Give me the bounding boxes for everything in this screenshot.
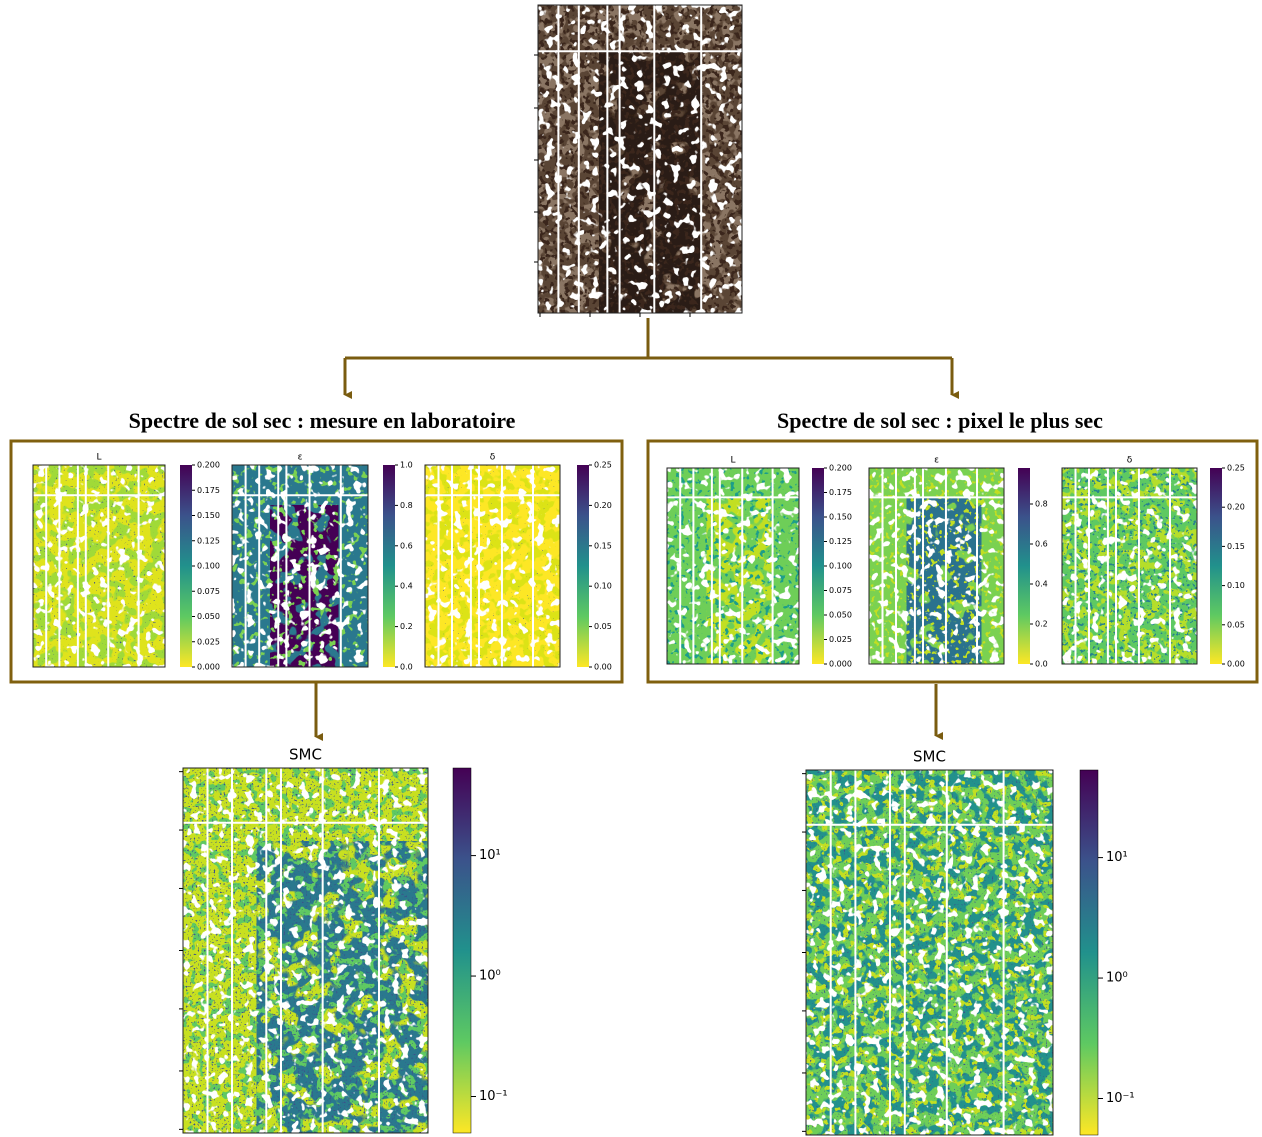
colorbar-label: 0.075 xyxy=(829,586,852,595)
image xyxy=(868,467,1005,665)
smc-title: SMC xyxy=(289,746,322,764)
colorbar xyxy=(180,465,192,667)
colorbar xyxy=(383,465,395,667)
image-frame xyxy=(32,464,166,668)
colorbar-label: 0.150 xyxy=(829,513,852,522)
colorbar-label: 10⁰ xyxy=(1106,971,1128,986)
colorbar-label: 0.4 xyxy=(1035,580,1048,589)
colorbar-label: 0.20 xyxy=(594,501,612,510)
colorbar-label: 0.6 xyxy=(1035,540,1048,549)
colorbar-label: 0.15 xyxy=(594,541,612,550)
panel-box xyxy=(646,439,1259,684)
colorbar-label: 0.6 xyxy=(400,541,413,550)
colorbar-label: 0.075 xyxy=(197,587,220,596)
image-frame xyxy=(424,464,561,668)
branch-title: Spectre de sol sec : mesure en laboratoi… xyxy=(129,408,516,433)
colorbar-label: 0.200 xyxy=(197,461,220,470)
image xyxy=(424,464,561,668)
colorbar-label: 0.125 xyxy=(829,537,852,546)
colorbar-label: 10¹ xyxy=(1106,850,1128,865)
panel-box xyxy=(9,439,624,684)
colorbar-label: 0.200 xyxy=(829,464,852,473)
colorbar-label: 0.000 xyxy=(197,663,220,672)
image xyxy=(805,769,1054,1136)
image-holes xyxy=(1062,468,1197,664)
colorbar xyxy=(1079,769,1099,1136)
panel-title: δ xyxy=(490,453,496,463)
colorbar-label: 0.2 xyxy=(1035,620,1048,629)
colorbar-label: 0.00 xyxy=(594,663,612,672)
image-holes xyxy=(667,468,799,664)
colorbar-label: 0.0 xyxy=(1035,660,1048,669)
colorbar-label: 0.8 xyxy=(1035,500,1048,509)
colorbar-label: 0.000 xyxy=(829,660,852,669)
colorbar-label: 0.15 xyxy=(1227,542,1245,551)
colorbar xyxy=(1210,468,1222,664)
image-frame xyxy=(666,467,800,665)
arrows xyxy=(314,318,959,741)
image xyxy=(182,767,429,1134)
colorbar-label: 0.00 xyxy=(1227,660,1245,669)
panel-title: L xyxy=(96,453,101,463)
colorbar-label: 0.175 xyxy=(197,486,220,495)
image-holes xyxy=(183,768,428,1133)
colorbar-label: 0.10 xyxy=(594,582,612,591)
colorbar-label: 0.05 xyxy=(594,622,612,631)
colorbar-label: 0.175 xyxy=(829,488,852,497)
colorbar-label: 10¹ xyxy=(479,848,501,863)
image xyxy=(231,464,369,668)
panel-title: L xyxy=(730,456,735,466)
image-holes xyxy=(538,5,742,313)
colorbar-label: 0.050 xyxy=(829,611,852,620)
image-frame xyxy=(868,467,1005,665)
colorbar-label: 0.10 xyxy=(1227,581,1245,590)
image-holes xyxy=(869,468,1004,664)
image-frame xyxy=(231,464,369,668)
colorbar-label: 0.2 xyxy=(400,622,413,631)
colorbar-label: 0.125 xyxy=(197,536,220,545)
colorbar-label: 1.0 xyxy=(400,461,413,470)
colorbar-label: 0.0 xyxy=(400,663,413,672)
colorbar xyxy=(452,767,472,1134)
image xyxy=(32,464,166,668)
colorbar-label: 0.050 xyxy=(197,612,220,621)
branch-title: Spectre de sol sec : pixel le plus sec xyxy=(777,408,1103,433)
colorbar-label: 0.025 xyxy=(829,635,852,644)
colorbar-label: 10⁻¹ xyxy=(1106,1091,1135,1106)
colorbar xyxy=(1018,468,1030,664)
panel-title: ε xyxy=(298,453,303,463)
colorbar-label: 0.20 xyxy=(1227,503,1245,512)
smc-title: SMC xyxy=(913,748,946,766)
colorbar-label: 0.4 xyxy=(400,582,413,591)
colorbar-label: 0.100 xyxy=(197,562,220,571)
image xyxy=(666,467,800,665)
image-holes xyxy=(425,465,560,667)
colorbar-label: 0.25 xyxy=(594,461,612,470)
panel-title: δ xyxy=(1127,456,1133,466)
colorbar-label: 10⁻¹ xyxy=(479,1089,508,1104)
colorbar-label: 0.100 xyxy=(829,562,852,571)
colorbar-label: 0.8 xyxy=(400,501,413,510)
colorbar-label: 0.025 xyxy=(197,637,220,646)
panel-title: ε xyxy=(934,456,939,466)
colorbar xyxy=(577,465,589,667)
colorbar-label: 0.150 xyxy=(197,511,220,520)
colorbar-label: 0.25 xyxy=(1227,464,1245,473)
colorbar-label: 0.05 xyxy=(1227,620,1245,629)
image-holes xyxy=(33,465,165,667)
image xyxy=(537,4,743,314)
image-holes xyxy=(232,465,368,667)
image-frame xyxy=(1061,467,1198,665)
colorbar xyxy=(812,468,824,664)
image xyxy=(1061,467,1198,665)
image-holes xyxy=(806,770,1053,1135)
colorbar-label: 10⁰ xyxy=(479,969,501,984)
